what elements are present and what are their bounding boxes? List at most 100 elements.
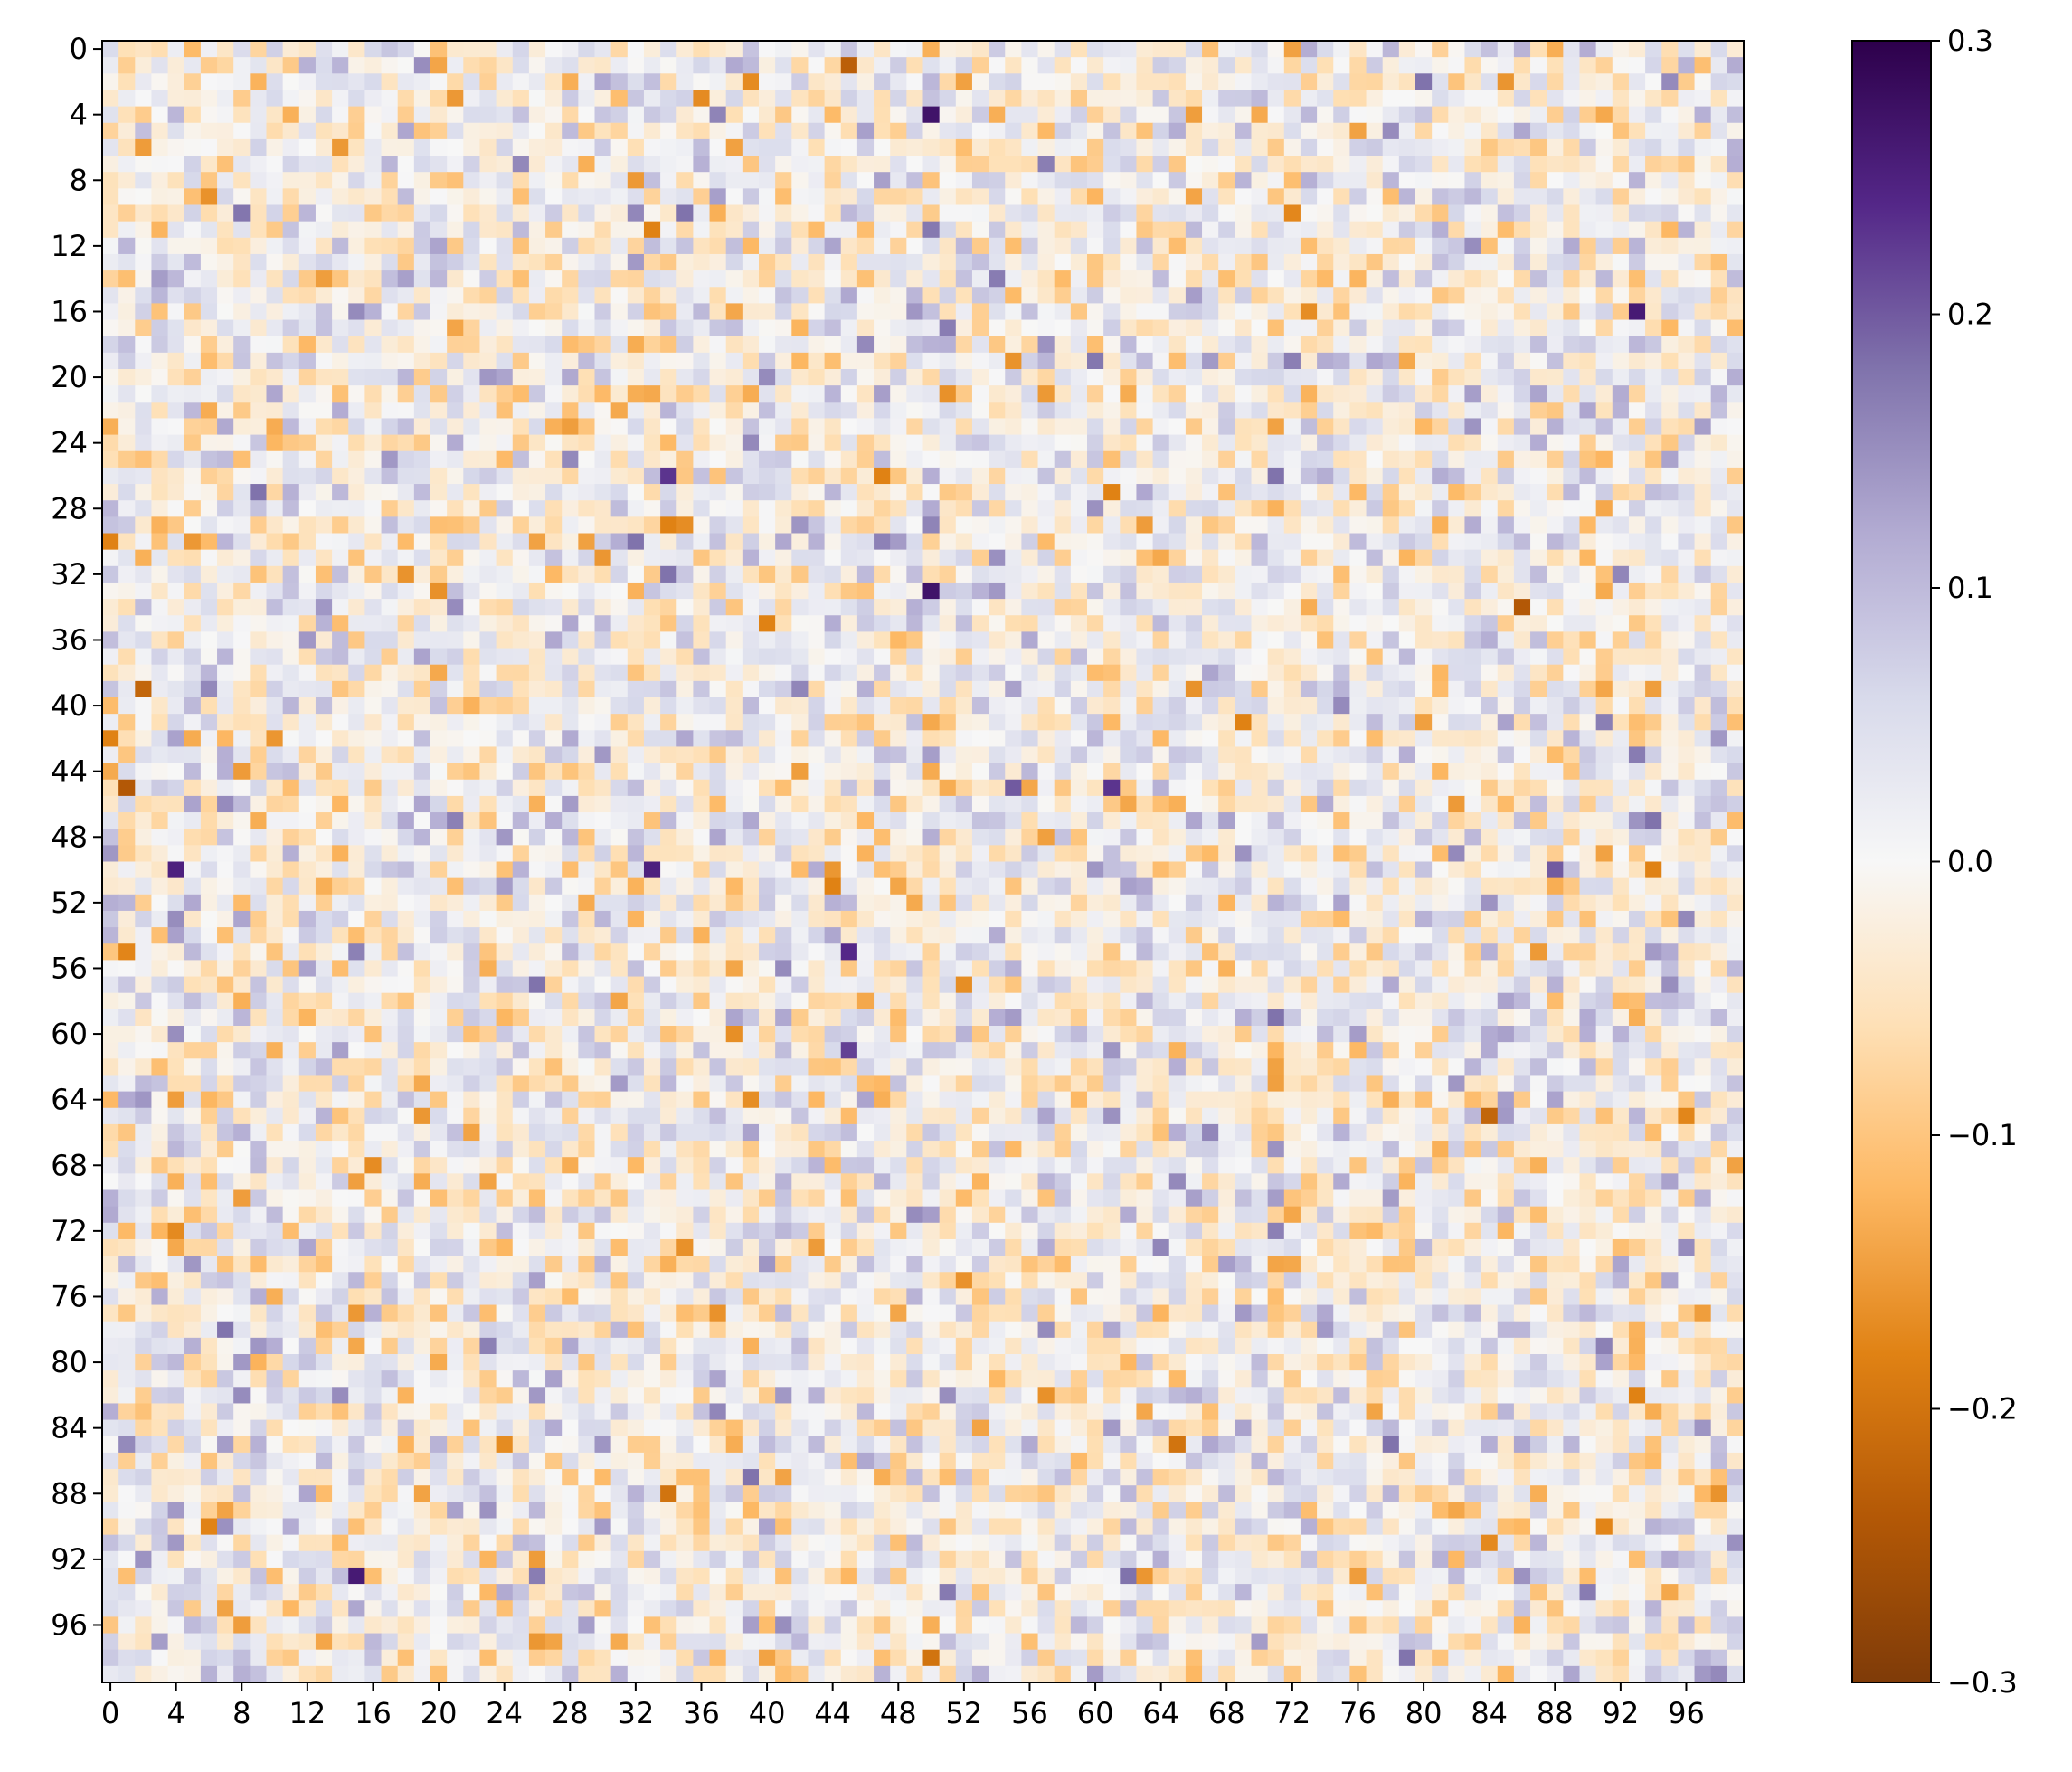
- heatmap-cell: [118, 237, 136, 255]
- heatmap-cell: [528, 106, 546, 124]
- heatmap-cell: [1087, 664, 1104, 682]
- heatmap-cell: [1218, 418, 1235, 436]
- heatmap-cell: [1432, 369, 1449, 386]
- heatmap-cell: [709, 845, 727, 863]
- heatmap-cell: [167, 829, 185, 846]
- heatmap-cell: [512, 434, 530, 452]
- heatmap-cell: [1070, 829, 1088, 846]
- heatmap-cell: [348, 795, 365, 813]
- heatmap-cell: [479, 287, 497, 304]
- heatmap-cell: [643, 599, 661, 616]
- heatmap-cell: [791, 680, 809, 698]
- heatmap-cell: [1037, 714, 1055, 731]
- heatmap-cell: [1481, 402, 1499, 420]
- heatmap-cell: [1661, 795, 1679, 813]
- heatmap-cell: [840, 156, 858, 173]
- heatmap-cell: [1185, 829, 1203, 846]
- heatmap-cell: [824, 221, 842, 239]
- heatmap-cell: [610, 221, 629, 239]
- heatmap-cell: [528, 221, 546, 239]
- heatmap-cell: [562, 680, 579, 698]
- heatmap-cell: [1005, 599, 1022, 616]
- heatmap-cell: [102, 763, 119, 781]
- heatmap-cell: [989, 565, 1006, 583]
- heatmap-cell: [233, 352, 251, 370]
- heatmap-cell: [381, 714, 399, 731]
- heatmap-cell: [151, 779, 169, 797]
- heatmap-cell: [759, 287, 776, 304]
- heatmap-cell: [1103, 812, 1121, 829]
- heatmap-cell: [167, 599, 185, 616]
- heatmap-cell: [643, 418, 661, 436]
- heatmap-cell: [824, 434, 842, 452]
- heatmap-cell: [610, 41, 629, 58]
- heatmap-cell: [1366, 763, 1384, 781]
- heatmap-cell: [1349, 450, 1367, 469]
- heatmap-cell: [397, 795, 415, 813]
- heatmap-cell: [1628, 680, 1646, 698]
- heatmap-cell: [725, 565, 743, 583]
- heatmap-cell: [1152, 631, 1170, 649]
- heatmap-cell: [791, 138, 809, 156]
- heatmap-cell: [1251, 385, 1269, 403]
- heatmap-cell: [102, 138, 119, 156]
- heatmap-cell: [775, 795, 792, 813]
- heatmap-cell: [1349, 352, 1367, 370]
- heatmap-cell: [528, 188, 546, 206]
- heatmap-cell: [1398, 795, 1416, 813]
- heatmap-cell: [1283, 730, 1301, 748]
- heatmap-cell: [447, 336, 464, 354]
- heatmap-cell: [1366, 156, 1384, 173]
- heatmap-cell: [955, 746, 973, 764]
- heatmap-cell: [824, 287, 842, 304]
- heatmap-cell: [1612, 434, 1630, 452]
- heatmap-cell: [184, 829, 202, 846]
- heatmap-cell: [1136, 779, 1154, 797]
- heatmap-cell: [676, 664, 694, 682]
- heatmap-cell: [233, 237, 251, 255]
- heatmap-cell: [759, 565, 776, 583]
- heatmap-cell: [1727, 204, 1745, 223]
- heatmap-cell: [1628, 122, 1646, 140]
- heatmap-cell: [971, 615, 989, 632]
- heatmap-cell: [430, 385, 448, 403]
- heatmap-cell: [463, 172, 481, 189]
- heatmap-cell: [1283, 845, 1301, 863]
- heatmap-cell: [266, 697, 284, 715]
- heatmap-cell: [512, 812, 530, 829]
- heatmap-cell: [742, 106, 760, 124]
- heatmap-cell: [1185, 270, 1203, 288]
- heatmap-cell: [1251, 188, 1269, 206]
- heatmap-cell: [1235, 582, 1253, 600]
- heatmap-cell: [217, 106, 234, 124]
- heatmap-cell: [151, 680, 169, 698]
- heatmap-cell: [479, 516, 497, 535]
- heatmap-cell: [1185, 680, 1203, 698]
- heatmap-cell: [1628, 434, 1646, 452]
- heatmap-cell: [1037, 631, 1055, 649]
- heatmap-cell: [1349, 385, 1367, 403]
- heatmap-cell: [1678, 599, 1696, 616]
- heatmap-cell: [594, 106, 612, 124]
- heatmap-cell: [1530, 500, 1547, 517]
- heatmap-cell: [594, 319, 612, 337]
- heatmap-cell: [1021, 779, 1039, 797]
- heatmap-cell: [1218, 680, 1235, 698]
- heatmap-cell: [1152, 188, 1170, 206]
- heatmap-cell: [1628, 270, 1646, 288]
- heatmap-cell: [282, 253, 300, 271]
- heatmap-cell: [1415, 763, 1433, 781]
- heatmap-cell: [1497, 664, 1515, 682]
- heatmap-cell: [496, 90, 514, 108]
- heatmap-cell: [1136, 434, 1154, 452]
- heatmap-cell: [200, 714, 218, 731]
- heatmap-cell: [135, 90, 153, 108]
- heatmap-cell: [643, 845, 661, 863]
- heatmap-cell: [167, 73, 185, 91]
- heatmap-cell: [266, 664, 284, 682]
- heatmap-cell: [856, 500, 875, 517]
- heatmap-cell: [578, 631, 596, 649]
- heatmap-cell: [135, 434, 153, 452]
- heatmap-cell: [1366, 845, 1384, 863]
- heatmap-cell: [397, 57, 415, 74]
